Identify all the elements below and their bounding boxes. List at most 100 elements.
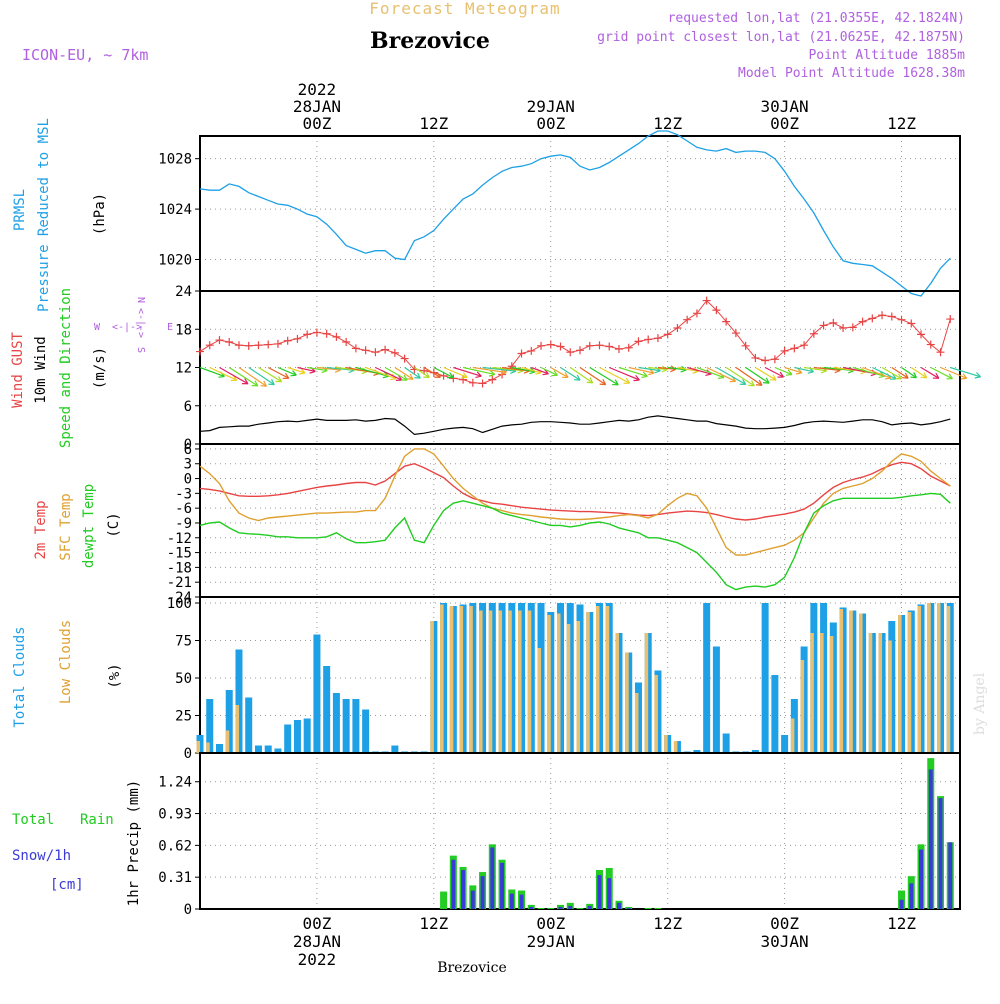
gust-point <box>858 317 867 326</box>
wind-arrow-head <box>960 373 968 380</box>
top-time-label: 12Z <box>653 114 682 133</box>
wind-arrow-head <box>475 371 482 378</box>
wind-arrow-head <box>785 369 793 376</box>
low-cloud-bar <box>868 633 873 753</box>
gust-point <box>848 323 857 332</box>
low-cloud-bar <box>810 633 814 753</box>
gust-point <box>254 341 263 350</box>
wind-direction-arrow <box>755 366 777 381</box>
wind-direction-arrow <box>920 366 940 379</box>
wind-direction-arrow <box>365 366 397 380</box>
top-time-label: 2022 <box>298 80 337 99</box>
wind-arrow-head <box>562 372 569 379</box>
precip-ytick-label: 0.62 <box>158 838 192 854</box>
wind-compass: N <-|-> S W <-|-> E <box>94 297 173 353</box>
gust-point <box>907 319 916 328</box>
wind-direction-arrow <box>209 366 237 381</box>
wind-direction-arrow <box>248 367 275 386</box>
total-cloud-bar <box>391 745 399 753</box>
bottom-time-label: 00Z <box>536 914 565 933</box>
wind-direction-arrow <box>297 366 316 373</box>
wind-direction-arrow <box>725 366 755 387</box>
gust-point <box>449 374 458 383</box>
low-cloud-bar <box>625 652 629 753</box>
wind-arrow-head <box>573 374 581 381</box>
wind-ytick-label: 0 <box>184 437 192 453</box>
low-cloud-bar <box>537 648 542 753</box>
gust-point <box>468 378 477 387</box>
rain-bar <box>566 902 574 909</box>
temp-ytick-label: 6 <box>184 442 192 458</box>
gust-point <box>429 368 438 377</box>
gust-point <box>517 349 526 358</box>
wind-direction-arrow <box>238 367 267 387</box>
rain-bar <box>537 907 545 909</box>
wind-arrow-head <box>777 371 785 378</box>
pressure-frame <box>199 135 961 292</box>
temp-dewpt-label: dewpt Temp <box>81 484 97 568</box>
low-cloud-bar <box>518 610 522 753</box>
wind-direction-arrow <box>277 366 297 376</box>
total-cloud-bar <box>274 748 282 753</box>
wind-direction-arrow <box>638 366 661 372</box>
low-cloud-bar <box>566 624 571 753</box>
temp-ytick-label: -21 <box>167 575 192 591</box>
gust-point <box>312 328 321 337</box>
wind-direction-arrow <box>852 366 885 377</box>
gust-point <box>273 339 282 348</box>
clouds-low-label: Low Clouds <box>58 620 74 704</box>
wind-panel: 0 6 12 18 24 <box>175 284 982 453</box>
precip-total-label: Total <box>12 812 54 828</box>
gust-point <box>283 336 292 345</box>
gust-point <box>936 348 945 357</box>
low-cloud-bar <box>469 606 473 753</box>
low-cloud-bar <box>839 609 844 753</box>
temp-ytick-label: 0 <box>184 472 192 488</box>
wind-direction-arrow <box>657 366 676 370</box>
wind-direction-arrow <box>706 366 736 382</box>
compass-arrow-ns: <-|-> <box>135 308 146 338</box>
compass-w: W <box>94 322 101 333</box>
wind-arrow-head <box>739 378 747 385</box>
precip-ytick-label: 1.24 <box>158 775 192 791</box>
pressure-label-1: PRMSL <box>12 189 28 231</box>
wind-direction-arrow <box>453 366 482 377</box>
snow-bar <box>909 883 914 909</box>
wind-unit: (m/s) <box>92 347 108 389</box>
wind-arrow-head <box>260 380 267 387</box>
clouds-panel: 0 25 50 75 100 <box>167 596 961 762</box>
snow-bar <box>948 842 953 909</box>
wind-direction-arrow <box>794 366 814 373</box>
total-cloud-bar <box>332 693 340 753</box>
bottom-time-label: 2022 <box>298 950 337 969</box>
rain-bar <box>654 907 662 909</box>
snow-bar <box>587 905 592 909</box>
wind-direction-arrow <box>804 366 827 372</box>
compass-s: S <box>135 347 146 353</box>
snow-bar <box>597 875 602 909</box>
wind-direction-arrow <box>891 366 909 379</box>
wind-direction-arrow <box>667 366 687 371</box>
wind-direction-arrow <box>443 366 468 378</box>
low-cloud-bar <box>430 621 434 753</box>
wind-direction-arrow <box>862 366 892 379</box>
gust-point <box>663 330 672 339</box>
wind-arrow-head <box>623 377 631 384</box>
total-cloud-bar <box>293 720 301 753</box>
gust-point <box>800 341 809 350</box>
wind-arrow-head <box>890 373 897 380</box>
low-cloud-bar <box>488 610 493 753</box>
gust-point <box>634 337 643 346</box>
wind-direction-arrow <box>881 366 902 380</box>
pressure-ytick-label: 1028 <box>158 152 192 168</box>
low-cloud-bar <box>605 606 610 753</box>
wind-ytick-label: 12 <box>175 361 192 377</box>
total-cloud-bar <box>206 699 214 753</box>
gust-point <box>566 348 575 357</box>
gust-point <box>624 343 633 352</box>
wind-ytick-label: 18 <box>175 322 192 338</box>
wind-direction-arrow <box>355 366 389 377</box>
snow-bar <box>451 859 456 909</box>
low-cloud-bar <box>508 610 512 753</box>
